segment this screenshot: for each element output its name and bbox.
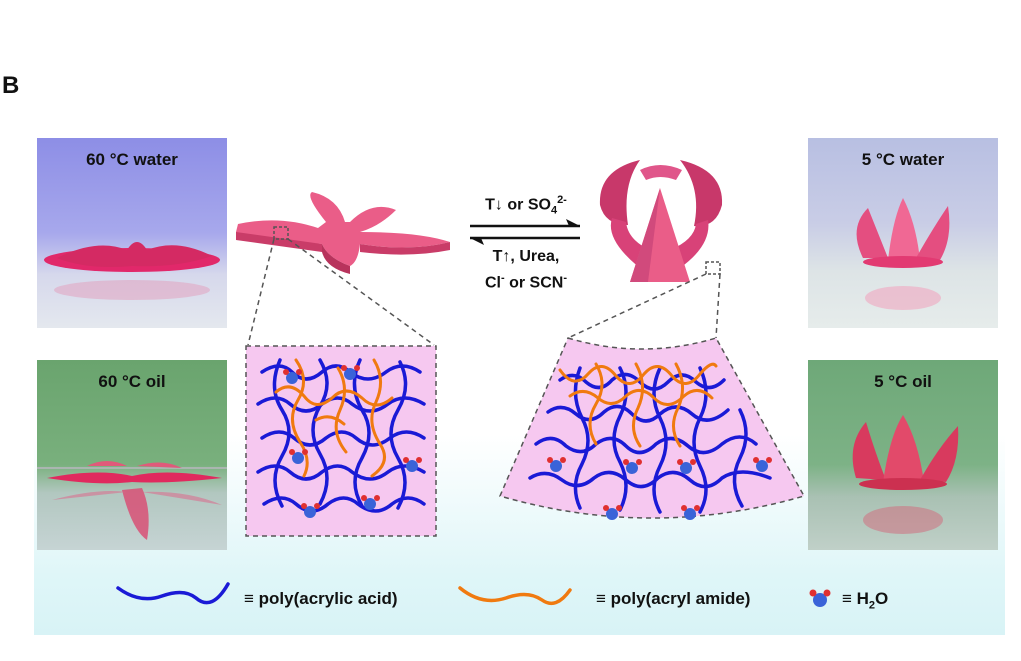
flat-flower-image xyxy=(44,242,220,300)
water-molecule-icon xyxy=(547,457,566,472)
contracted-gel-network xyxy=(498,337,806,519)
zoom-lines xyxy=(247,238,721,346)
legend-paa-label: ≡ poly(acrylic acid) xyxy=(244,589,398,608)
legend-pam-label: ≡ poly(acryl amide) xyxy=(596,589,751,608)
water-molecule-icon xyxy=(341,365,360,380)
photo-label: 60 °C oil xyxy=(98,372,166,391)
water-molecule-icon xyxy=(753,457,772,472)
panel-letter: B xyxy=(2,72,20,99)
photo-5c-water: 5 °C water xyxy=(808,138,998,328)
water-molecule-icon xyxy=(681,505,700,520)
reverse-condition-line1: T↑, Urea, xyxy=(492,248,560,265)
water-molecule-icon xyxy=(301,503,320,518)
closed-flower-oil-image xyxy=(852,415,959,534)
water-molecule-icon xyxy=(283,369,302,384)
water-molecule-icon xyxy=(623,459,642,474)
photo-label: 5 °C water xyxy=(861,150,945,169)
reversible-arrows xyxy=(470,219,580,245)
photo-60c-water: 60 °C water xyxy=(37,138,227,328)
expanded-gel-network xyxy=(245,345,437,537)
flat-star-flower xyxy=(236,192,450,274)
photo-5c-oil: 5 °C oil xyxy=(808,360,998,550)
flat-flower-oil-image xyxy=(37,461,227,540)
water-molecule-icon xyxy=(361,495,380,510)
legend-glyphs xyxy=(116,582,831,607)
closed-flower xyxy=(599,160,723,282)
photo-60c-oil: 60 °C oil xyxy=(37,360,227,550)
photo-label: 60 °C water xyxy=(86,150,178,169)
water-molecule-icon xyxy=(289,449,308,464)
water-molecules xyxy=(283,365,772,520)
water-molecule-icon xyxy=(403,457,422,472)
forward-condition: T↓ or SO42- xyxy=(485,194,567,217)
paa-chain-icon xyxy=(116,582,230,605)
closed-flower-image xyxy=(856,198,950,310)
photo-label: 5 °C oil xyxy=(874,372,932,391)
water-legend-icon xyxy=(809,589,831,607)
legend-water-label: ≡ H2O xyxy=(842,589,889,612)
reverse-condition-line2: Cl- or SCN- xyxy=(484,272,567,292)
water-molecule-icon xyxy=(603,505,622,520)
water-molecule-icon xyxy=(677,459,696,474)
pam-chain-icon xyxy=(458,586,572,606)
